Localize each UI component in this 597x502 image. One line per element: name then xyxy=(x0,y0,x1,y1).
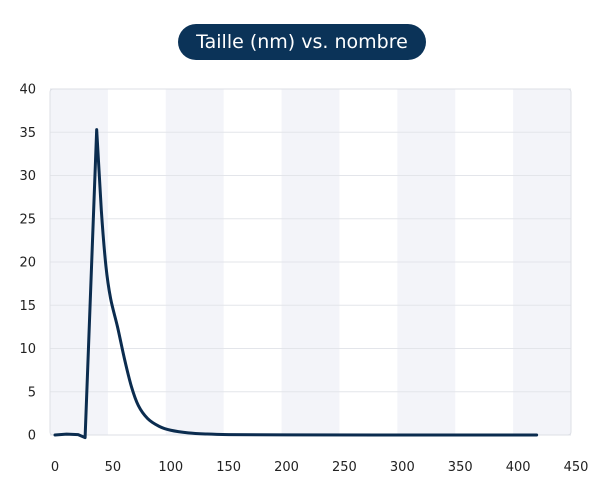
x-tick-label: 250 xyxy=(332,460,357,475)
x-tick-label: 50 xyxy=(105,460,122,475)
x-axis-ticks: 0 50 100 150 200 250 300 350 400 450 xyxy=(51,460,589,475)
y-tick-label: 0 xyxy=(28,429,36,444)
x-tick-label: 100 xyxy=(158,460,183,475)
chart-title: Taille (nm) vs. nombre xyxy=(178,24,426,60)
y-tick-label: 30 xyxy=(19,169,36,184)
x-tick-label: 400 xyxy=(506,460,531,475)
y-tick-label: 15 xyxy=(19,299,36,314)
x-tick-label: 0 xyxy=(51,460,59,475)
y-axis-ticks: 0 5 10 15 20 25 30 35 40 xyxy=(19,83,36,444)
series-line xyxy=(53,128,539,440)
x-tick-label: 350 xyxy=(448,460,473,475)
x-tick-label: 300 xyxy=(390,460,415,475)
x-tick-label: 150 xyxy=(216,460,241,475)
x-tick-label: 200 xyxy=(274,460,299,475)
y-tick-label: 20 xyxy=(19,256,36,271)
x-tick-label: 450 xyxy=(564,460,589,475)
y-tick-label: 25 xyxy=(19,212,36,227)
y-tick-label: 5 xyxy=(28,385,36,400)
y-tick-label: 35 xyxy=(19,126,36,141)
y-tick-label: 40 xyxy=(19,83,36,98)
y-tick-label: 10 xyxy=(19,342,36,357)
